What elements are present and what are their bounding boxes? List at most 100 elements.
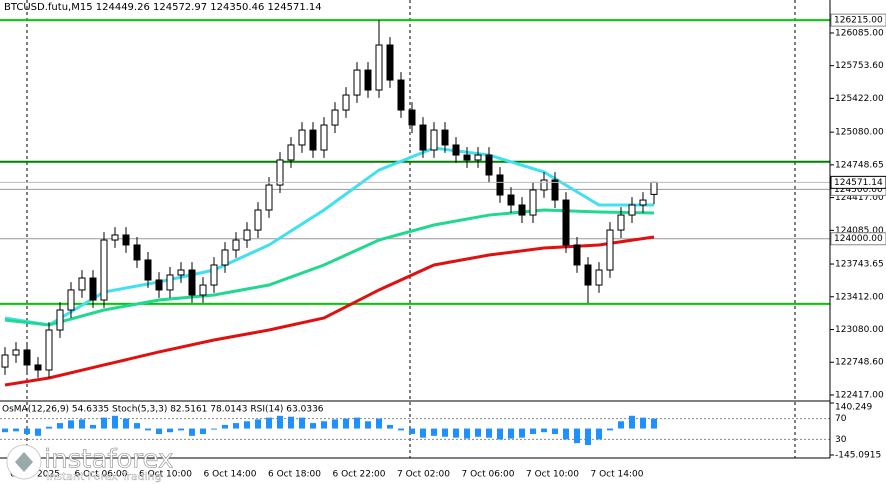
candle-body bbox=[386, 44, 394, 81]
osma-bar bbox=[211, 428, 217, 430]
candle-body bbox=[628, 204, 636, 216]
osma-bar bbox=[530, 428, 536, 435]
osma-bar bbox=[651, 418, 657, 429]
osma-bar bbox=[409, 428, 415, 435]
x-tick-label: 6 Oct 22:00 bbox=[333, 470, 386, 480]
x-tick-label: 7 Oct 10:00 bbox=[526, 470, 579, 480]
candle-body bbox=[463, 154, 471, 161]
candle-body bbox=[551, 179, 559, 201]
osma-bar bbox=[640, 417, 646, 429]
indicator-title: OsMA(12,26,9) 54.6335 Stoch(5,3,3) 82.51… bbox=[2, 405, 324, 415]
x-tick-label: 7 Oct 14:00 bbox=[591, 470, 644, 480]
y-tick-label: 126085.00 bbox=[835, 28, 884, 38]
osma-bar bbox=[420, 428, 426, 438]
y-tick-label: 124085.00 bbox=[835, 226, 884, 236]
level-label: 124000.00 bbox=[834, 234, 883, 244]
y-tick-label: 125080.00 bbox=[835, 128, 884, 138]
candle-body bbox=[529, 189, 537, 216]
osma-bar bbox=[387, 424, 393, 429]
osma-bar bbox=[552, 428, 558, 435]
osma-bar bbox=[376, 418, 382, 429]
candle-body bbox=[166, 274, 174, 291]
candle-body bbox=[144, 259, 152, 281]
osma-bar bbox=[123, 418, 129, 429]
osma-bar bbox=[607, 428, 613, 431]
osma-bar bbox=[563, 428, 569, 440]
candle-body bbox=[254, 209, 262, 231]
y-tick-label: 123080.00 bbox=[835, 325, 884, 335]
y-tick-label: 125422.00 bbox=[835, 94, 884, 104]
osma-bar bbox=[310, 423, 316, 429]
candle-body bbox=[342, 94, 350, 111]
candle-body bbox=[430, 129, 438, 151]
candle-body bbox=[452, 144, 460, 156]
osma-bar bbox=[508, 428, 514, 439]
osma-bar bbox=[398, 428, 404, 431]
osma-bar bbox=[13, 428, 19, 432]
candle-body bbox=[650, 181, 658, 195]
candle-body bbox=[45, 329, 53, 371]
osma-bar bbox=[486, 428, 492, 438]
osma-bar bbox=[354, 417, 360, 429]
x-tick-label: 6 Oct 06:00 bbox=[75, 470, 128, 480]
osma-bar bbox=[112, 415, 118, 429]
candle-body bbox=[100, 239, 108, 301]
osma-bar bbox=[178, 428, 184, 431]
osma-bar bbox=[266, 417, 272, 429]
indicator-tick-label: -145.0915 bbox=[835, 451, 881, 461]
osma-bar bbox=[79, 419, 85, 429]
candle-body bbox=[518, 204, 526, 216]
osma-bar bbox=[475, 428, 481, 437]
osma-bar bbox=[288, 416, 294, 429]
candle-body bbox=[584, 264, 592, 286]
candle-body bbox=[23, 349, 31, 366]
x-tick-label: 6 Oct 10:00 bbox=[139, 470, 192, 480]
osma-bar bbox=[519, 428, 525, 438]
x-tick-label: 6 Oct 14:00 bbox=[204, 470, 257, 480]
level-tag bbox=[830, 13, 886, 27]
osma-bar bbox=[244, 421, 250, 429]
candle-body bbox=[364, 69, 372, 91]
candle-body bbox=[199, 284, 207, 296]
osma-bar bbox=[200, 428, 206, 435]
candle-body bbox=[496, 174, 504, 196]
last-price-tag bbox=[830, 175, 886, 189]
osma-bar bbox=[277, 415, 283, 429]
logo-brand: instaforex bbox=[44, 445, 173, 475]
osma-bar bbox=[35, 428, 41, 436]
last-price-label: 124571.14 bbox=[834, 178, 883, 188]
candle-body bbox=[540, 179, 548, 191]
logo-slogan: Instant Forex Trading bbox=[46, 470, 162, 483]
osma-bar bbox=[541, 428, 547, 433]
x-tick-label: 7 Oct 02:00 bbox=[397, 470, 450, 480]
y-tick-label: 125753.60 bbox=[835, 61, 884, 71]
y-tick-label: 122748.60 bbox=[835, 358, 884, 368]
osma-bar bbox=[167, 428, 173, 433]
candle-body bbox=[408, 109, 416, 126]
level-tag bbox=[830, 232, 886, 246]
candle-body bbox=[155, 279, 163, 291]
candle-body bbox=[111, 234, 119, 241]
candle-body bbox=[309, 129, 317, 151]
moving-average bbox=[4, 235, 655, 387]
chart-title: BTCUSD.futu,M15 124449.26 124572.97 1243… bbox=[4, 2, 322, 13]
candle-body bbox=[331, 109, 339, 126]
osma-bar bbox=[596, 428, 602, 440]
x-tick-label: 7 Oct 06:00 bbox=[462, 470, 515, 480]
y-tick-label: 124417.00 bbox=[835, 193, 884, 203]
candle-body bbox=[507, 194, 515, 206]
candle-body bbox=[573, 244, 581, 266]
osma-bar bbox=[629, 415, 635, 429]
candle-body bbox=[78, 277, 86, 291]
candle-body bbox=[56, 309, 64, 331]
candle-body bbox=[606, 229, 614, 271]
candle-body bbox=[177, 269, 185, 276]
x-tick-label: 6 Oct 18:00 bbox=[268, 470, 321, 480]
osma-bar bbox=[222, 424, 228, 429]
osma-bar bbox=[24, 428, 30, 435]
candle-body bbox=[89, 277, 97, 301]
candle-body bbox=[1, 354, 9, 368]
osma-bar bbox=[68, 420, 74, 429]
